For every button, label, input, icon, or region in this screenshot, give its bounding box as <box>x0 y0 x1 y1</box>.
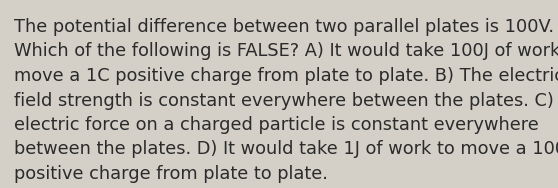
Text: field strength is constant everywhere between the plates. C) The: field strength is constant everywhere be… <box>14 92 558 109</box>
Text: electric force on a charged particle is constant everywhere: electric force on a charged particle is … <box>14 116 539 134</box>
Text: between the plates. D) It would take 1J of work to move a 100C: between the plates. D) It would take 1J … <box>14 140 558 158</box>
Text: move a 1C positive charge from plate to plate. B) The electric: move a 1C positive charge from plate to … <box>14 67 558 85</box>
Text: The potential difference between two parallel plates is 100V.: The potential difference between two par… <box>14 18 554 36</box>
Text: Which of the following is FALSE? A) It would take 100J of work to: Which of the following is FALSE? A) It w… <box>14 42 558 61</box>
Text: positive charge from plate to plate.: positive charge from plate to plate. <box>14 165 328 183</box>
